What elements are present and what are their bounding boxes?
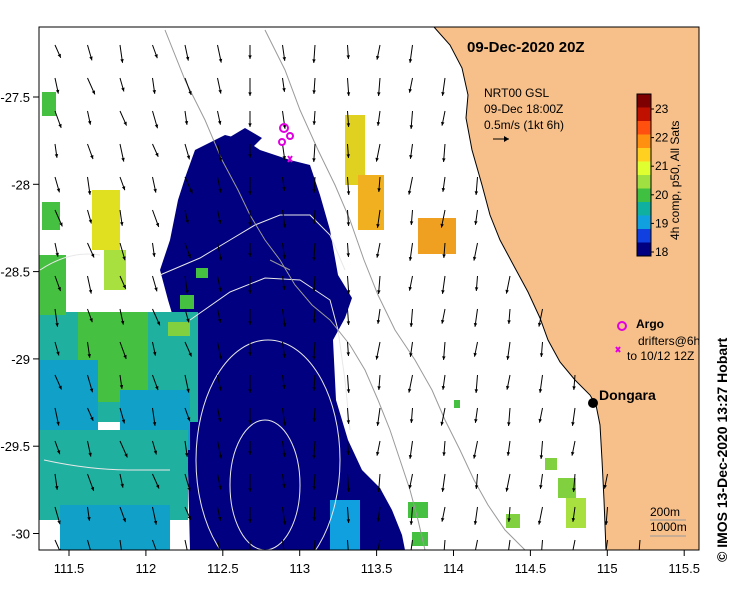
current-vector-head xyxy=(248,550,251,554)
current-vector-head xyxy=(347,550,350,554)
current-vector-head xyxy=(375,554,378,558)
drifter-legend-label-2: to 10/12 12Z xyxy=(627,349,694,363)
colorbar-segment xyxy=(637,162,651,176)
current-vector-head xyxy=(283,552,286,556)
map-date: 09-Dec-2020 20Z xyxy=(467,39,585,56)
y-tick-label: -29 xyxy=(11,352,30,367)
colorbar-tick-label: 19 xyxy=(655,216,669,230)
colorbar-segment xyxy=(637,175,651,189)
current-scale-label: 0.5m/s (1kt 6h) xyxy=(484,118,564,132)
colorbar-tick-label: 20 xyxy=(655,188,669,202)
depth-legend-1000m: 1000m xyxy=(650,520,687,534)
x-tick-label: 114.5 xyxy=(515,561,547,576)
current-source-label: NRT00 GSL xyxy=(484,86,549,100)
colorbar-tick-label: 18 xyxy=(655,245,669,259)
colorbar-tick-label: 23 xyxy=(655,102,669,116)
colorbar-segment xyxy=(637,135,651,149)
x-tick-label: 115 xyxy=(597,561,618,576)
y-tick-label: -29.5 xyxy=(0,439,30,454)
colorbar-segment xyxy=(637,94,651,108)
credit-text: © IMOS 13-Dec-2020 13:27 Hobart xyxy=(714,338,730,562)
depth-legend-200m: 200m xyxy=(650,505,680,519)
x-tick-label: 112.5 xyxy=(207,561,239,576)
current-vector-head xyxy=(312,554,315,558)
x-tick-label: 113.5 xyxy=(361,561,393,576)
current-vector-head xyxy=(442,554,445,558)
colorbar-tick-label: 22 xyxy=(655,131,669,145)
current-vector-head xyxy=(540,551,543,555)
x-axis: 111.5 112 112.5 113 113.5 114 114.5 115 115.5 xyxy=(54,550,700,576)
y-tick-label: -28 xyxy=(11,177,30,192)
sst-colorbar xyxy=(637,94,651,257)
colorbar-segment xyxy=(637,202,651,216)
current-time-label: 09-Dec 18:00Z xyxy=(484,102,563,116)
dongara-marker xyxy=(588,398,598,408)
place-label-dongara: Dongara xyxy=(599,387,656,403)
current-vector-head xyxy=(89,551,92,555)
colorbar-segment xyxy=(637,148,651,162)
x-tick-label: 115.5 xyxy=(668,561,700,576)
current-vector-head xyxy=(570,554,573,558)
current-vector-head xyxy=(637,554,640,558)
colorbar-segment xyxy=(637,216,651,230)
y-axis: -27.5 -28 -28.5 -29 -29.5 -30 xyxy=(0,90,39,542)
colorbar-segment xyxy=(637,189,651,203)
y-tick-label: -28.5 xyxy=(0,265,30,280)
colorbar-tick-label: 21 xyxy=(655,159,669,173)
x-tick-label: 111.5 xyxy=(54,561,85,576)
credit-label: © IMOS 13-Dec-2020 13:27 Hobart xyxy=(712,300,732,580)
argo-legend-label: Argo xyxy=(636,317,664,331)
colorbar-segment xyxy=(637,121,651,135)
x-tick-label: 114 xyxy=(443,561,464,576)
x-tick-label: 113 xyxy=(289,561,310,576)
x-tick-label: 112 xyxy=(136,561,157,576)
y-tick-label: -27.5 xyxy=(0,90,30,105)
y-tick-label: -30 xyxy=(11,527,30,542)
colorbar-segment xyxy=(637,243,651,257)
colorbar-label: 4h comp, p50, All Sats xyxy=(668,121,682,240)
current-vector-head xyxy=(506,554,509,558)
current-vector-head xyxy=(186,552,189,556)
current-vector-head xyxy=(120,554,123,558)
current-vector-head xyxy=(409,551,412,555)
colorbar-segment xyxy=(637,108,651,122)
drifter-legend-label-1: drifters@6h xyxy=(638,334,700,348)
colorbar-segment xyxy=(637,229,651,243)
current-vector-head xyxy=(474,551,477,555)
current-vector-head xyxy=(219,554,222,558)
